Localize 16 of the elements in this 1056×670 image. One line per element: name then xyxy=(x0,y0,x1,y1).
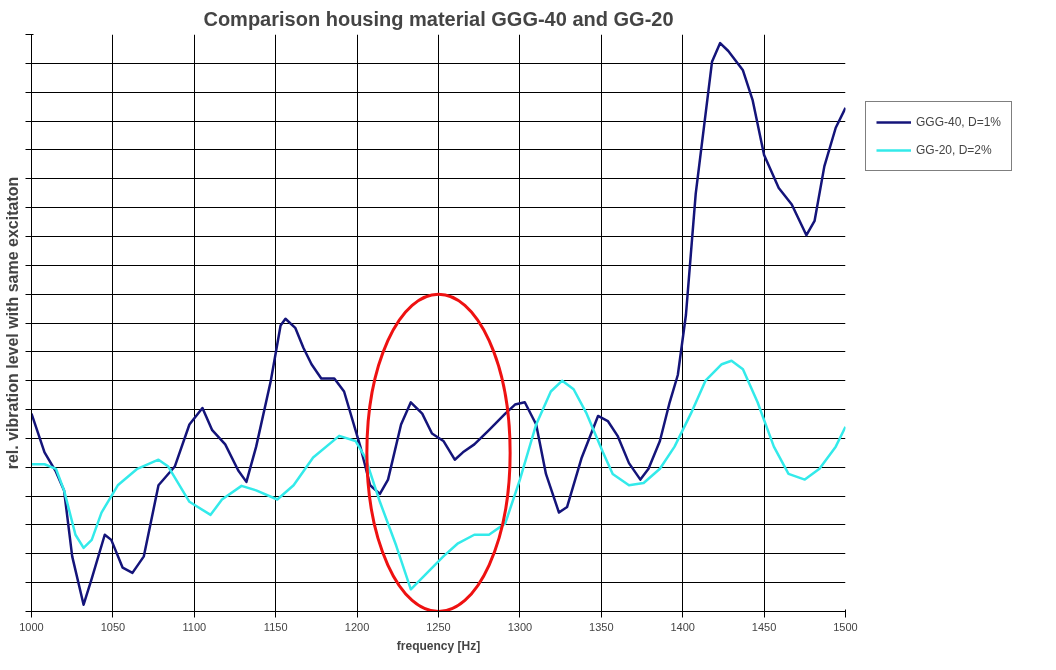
x-tick-label: 1000 xyxy=(19,620,44,633)
x-tick-label: 1250 xyxy=(426,620,451,633)
x-tick-label: 1100 xyxy=(182,620,207,633)
x-tick-label: 1350 xyxy=(589,620,614,633)
x-tick-label: 1150 xyxy=(263,620,288,633)
x-tick-label: 1400 xyxy=(670,620,695,633)
x-tick-label: 1200 xyxy=(344,620,370,633)
x-tick-label: 1300 xyxy=(507,620,533,633)
legend-label: GG-20, D=2% xyxy=(916,143,992,157)
x-tick-label: 1450 xyxy=(751,620,777,633)
x-tick-label: 1050 xyxy=(100,620,126,633)
x-axis-title: frequency [Hz] xyxy=(396,638,481,653)
y-axis-title: rel. vibration level with same excitaton xyxy=(3,176,21,470)
legend-label: GGG-40, D=1% xyxy=(916,115,1002,129)
x-tick-label: 1500 xyxy=(833,620,858,633)
chart-title: Comparison housing material GGG-40 and GG-20 xyxy=(203,7,674,30)
